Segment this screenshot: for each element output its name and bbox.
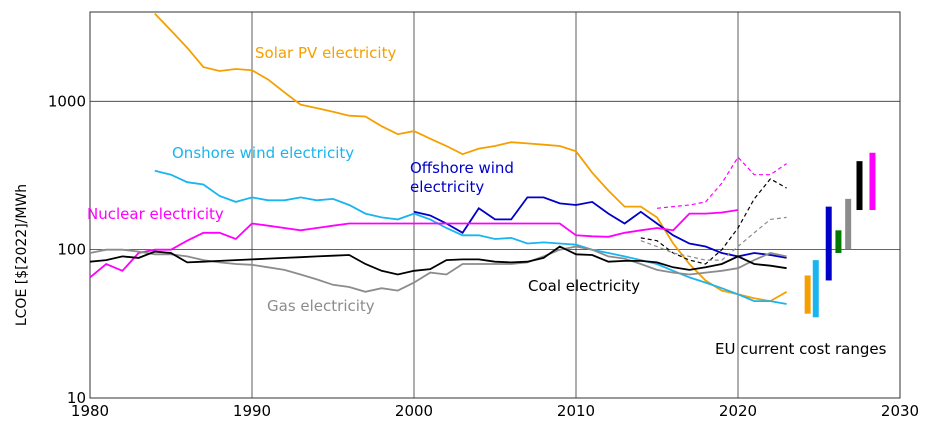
series-label-box: Solar PV electricity [255,44,397,62]
series-label: Solar PV electricity [255,44,397,62]
series-label: Nuclear electricity [87,205,224,223]
series-label-box: Offshore wind electricity [410,159,514,196]
ranges-label: EU current cost ranges [715,340,887,358]
series-line [154,12,788,303]
series-label: Onshore wind electricity [172,144,355,162]
range-bar [825,206,832,281]
y-axis-label: LCOE [$[2022]/MWh [14,184,30,326]
range-bar [812,260,819,318]
y-tick-label: 10 [67,389,86,407]
x-tick-label: 1980 [71,402,109,420]
range-bar [869,152,876,211]
x-tick-label: 2010 [557,402,595,420]
series-line [90,209,739,279]
x-tick-label: 2030 [881,402,919,420]
series-label: Offshore wind electricity [410,159,514,196]
series-label-box: Gas electricity [267,297,375,315]
series-line [90,245,787,293]
dashed-line [656,156,787,209]
series-label-box: Coal electricity [528,277,641,295]
series-label-box: Onshore wind electricity [172,144,355,162]
series-line [90,245,787,276]
range-bar [856,161,863,211]
series-label: Coal electricity [528,277,641,295]
plot-frame [89,11,901,399]
x-tick-label: 1990 [233,402,271,420]
series-label: Gas electricity [267,297,375,315]
series-line [413,196,787,259]
dashed-line [640,178,787,265]
range-bar [804,275,811,314]
x-tick-label: 2020 [719,402,757,420]
series-label-box: Nuclear electricity [87,205,224,223]
range-bar [845,198,852,250]
y-tick-label: 1000 [48,92,86,110]
y-tick-label: 100 [57,241,86,259]
x-tick-label: 2000 [395,402,433,420]
range-bar [835,230,842,253]
dashed-line [640,216,787,261]
